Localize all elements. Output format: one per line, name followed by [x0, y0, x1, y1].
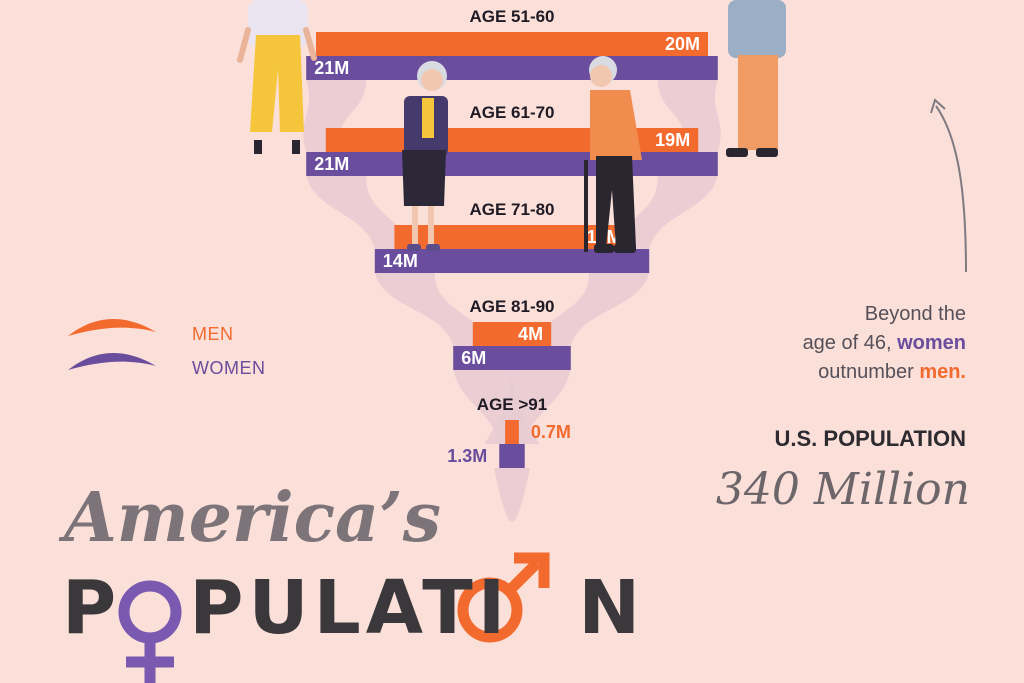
- women-value-label: 1.3M: [447, 446, 487, 466]
- women-bar: [499, 444, 525, 468]
- note-line-3-text: outnumber: [818, 361, 920, 383]
- men-bar: [316, 32, 708, 56]
- grandfather-figure-icon: [584, 56, 642, 253]
- flow-ribbon-left: [374, 273, 494, 346]
- people-illustrations: [237, 0, 786, 253]
- men-swatch-icon: [68, 318, 156, 336]
- legend-women-label: WOMEN: [192, 358, 266, 378]
- flow-ribbon-right: [609, 176, 718, 249]
- men-value-label: 4M: [518, 324, 543, 344]
- age-category-label: AGE 61-70: [469, 103, 554, 122]
- note-line-3: outnumber men.: [740, 358, 966, 387]
- female-symbol-icon: [118, 580, 182, 683]
- women-value-label: 21M: [314, 154, 349, 174]
- bar-group: AGE 51-60 20M 21M AGE 61-70 19M 21M AGE 71-80 1…: [306, 7, 718, 468]
- women-swatch-icon: [68, 352, 156, 370]
- women-bar: [453, 346, 571, 370]
- us-population-value: 340 Million: [715, 464, 970, 515]
- note-men-highlight: men.: [919, 361, 966, 383]
- annotation-note: Beyond the age of 46, women outnumber me…: [740, 300, 966, 387]
- flow-ribbon-right: [530, 273, 650, 346]
- men-bar: [325, 128, 699, 152]
- note-women-highlight: women: [897, 332, 966, 354]
- flow-ribbon-left: [303, 80, 367, 152]
- man-figure-icon: [726, 0, 786, 157]
- age-category-label: AGE 71-80: [469, 200, 554, 219]
- women-value-label: 21M: [314, 58, 349, 78]
- men-value-label: 19M: [655, 130, 690, 150]
- note-line-2-text: age of 46,: [802, 332, 898, 354]
- male-symbol-icon: [457, 552, 550, 643]
- men-value-label: 20M: [665, 34, 700, 54]
- age-category-label: AGE >91: [477, 395, 547, 414]
- age-category-label: AGE 51-60: [469, 7, 554, 26]
- arrow-head-icon: [930, 98, 946, 114]
- flow-ribbon-left: [306, 176, 415, 249]
- women-bar: [306, 152, 718, 176]
- flow-ribbon-stem: [494, 468, 530, 522]
- title-line-2: P PULATI N: [62, 565, 645, 651]
- note-line-1: Beyond the: [864, 303, 966, 325]
- men-value-label: 0.7M: [531, 422, 571, 442]
- woman-figure-icon: [237, 0, 317, 154]
- men-bar: [505, 420, 519, 444]
- men-bar: [472, 322, 552, 346]
- title-line-1: America’s: [64, 478, 442, 558]
- women-bar: [306, 56, 718, 80]
- arrow-icon: [935, 105, 967, 273]
- us-population-label: U.S. POPULATION: [774, 426, 967, 451]
- title-pulati: PULATI: [189, 565, 511, 651]
- grandmother-figure-icon: [402, 61, 448, 251]
- legend-item-men: MEN: [66, 318, 286, 350]
- legend-men-label: MEN: [192, 324, 234, 344]
- title-p: P: [62, 565, 122, 651]
- women-value-label: 6M: [461, 348, 486, 368]
- flow-ribbon-right: [657, 80, 721, 152]
- legend: MEN WOMEN: [66, 318, 286, 388]
- women-value-label: 14M: [383, 251, 418, 271]
- age-category-label: AGE 81-90: [469, 297, 554, 316]
- note-line-2: age of 46, women: [740, 329, 966, 358]
- title-n: N: [578, 565, 646, 651]
- legend-item-women: WOMEN: [66, 352, 286, 384]
